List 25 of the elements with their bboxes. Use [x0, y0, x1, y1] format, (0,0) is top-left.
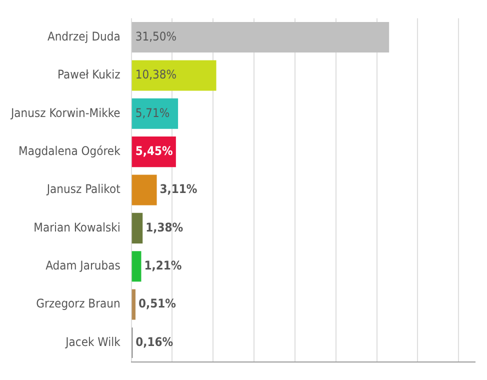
data-label: 31,50% — [135, 29, 176, 44]
y-tick-label: Magdalena Ogórek — [18, 144, 122, 158]
data-label: 0,51% — [138, 296, 176, 311]
data-label: 5,45% — [135, 144, 173, 158]
bar — [132, 22, 390, 53]
y-tick-label: Paweł Kukiz — [58, 68, 121, 82]
y-tick-label: Andrzej Duda — [47, 29, 120, 44]
data-label: 5,71% — [135, 106, 170, 120]
bar — [132, 289, 136, 320]
bar — [132, 174, 157, 206]
data-label: 1,38% — [146, 220, 184, 234]
y-tick-label: Grzegorz Braun — [36, 296, 120, 311]
y-tick-label: Janusz Palikot — [46, 182, 120, 196]
data-label: 0,16% — [136, 334, 174, 349]
bar — [132, 251, 142, 282]
data-label: 10,38% — [135, 68, 176, 82]
y-tick-label: Marian Kowalski — [34, 220, 120, 234]
y-tick-label: Janusz Korwin-Mikke — [10, 106, 121, 120]
data-label: 1,21% — [144, 258, 182, 272]
bar — [132, 212, 143, 244]
bar — [132, 60, 216, 91]
y-tick-label: Jacek Wilk — [64, 334, 122, 349]
y-tick-label: Adam Jarubas — [46, 258, 121, 272]
data-label: 3,11% — [160, 182, 198, 196]
bar — [132, 98, 178, 129]
